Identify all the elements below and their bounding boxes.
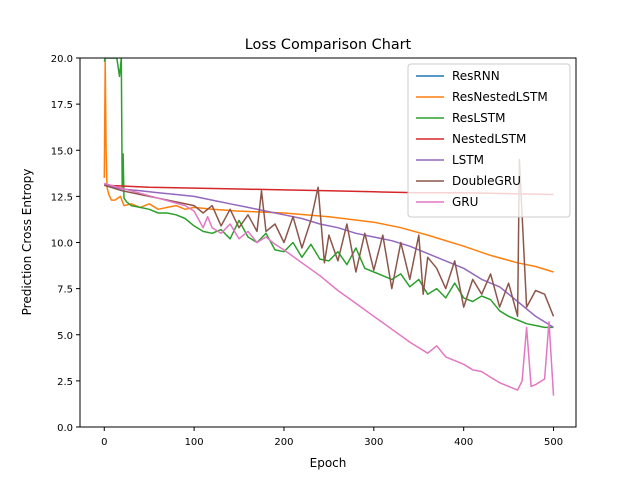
legend: ResRNN ResNestedLSTM ResLSTM NestedLSTM LSTM…: [407, 63, 571, 218]
y-axis-ticks: 0.0 2.5 5.0 7.5 10.0 12.5 15.0 17.5 20.0: [51, 54, 80, 434]
legend-box: [407, 63, 571, 218]
series-line-lstm: [104, 184, 554, 329]
y-tick-label: 10.0: [51, 239, 73, 250]
series-line-resnestedlstm: [103, 59, 554, 273]
y-tick-label: 2.5: [57, 377, 73, 388]
legend-label: NestedLSTM: [452, 132, 526, 146]
y-tick-label: 20.0: [51, 54, 73, 65]
series-lines: [103, 58, 555, 396]
x-tick-label: 100: [185, 437, 204, 448]
plot-area-frame: [79, 57, 577, 428]
y-axis-label: Prediction Cross Entropy: [20, 169, 34, 316]
x-axis-label: Epoch: [310, 456, 347, 470]
y-tick-label: 17.5: [51, 100, 73, 111]
chart-title: Loss Comparison Chart: [245, 37, 412, 53]
x-tick-label: 400: [454, 437, 473, 448]
y-tick-label: 7.5: [57, 285, 73, 296]
x-tick-label: 200: [274, 437, 293, 448]
y-tick-label: 15.0: [51, 146, 73, 157]
legend-label: ResRNN: [452, 69, 500, 83]
series-line-gru: [104, 182, 555, 396]
x-tick-label: 500: [544, 437, 563, 448]
y-tick-label: 12.5: [51, 192, 73, 203]
legend-label: DoubleGRU: [452, 174, 521, 188]
y-tick-label: 5.0: [57, 331, 73, 342]
legend-label: ResNestedLSTM: [452, 90, 548, 104]
series-line-doublegru: [104, 158, 555, 318]
legend-label: ResLSTM: [452, 111, 505, 125]
x-tick-label: 0: [101, 437, 107, 448]
legend-label: GRU: [452, 195, 478, 209]
y-tick-label: 0.0: [57, 423, 73, 434]
x-tick-label: 300: [364, 437, 383, 448]
legend-label: LSTM: [452, 153, 484, 167]
x-axis-ticks: 0 100 200 300 400 500: [101, 427, 563, 448]
